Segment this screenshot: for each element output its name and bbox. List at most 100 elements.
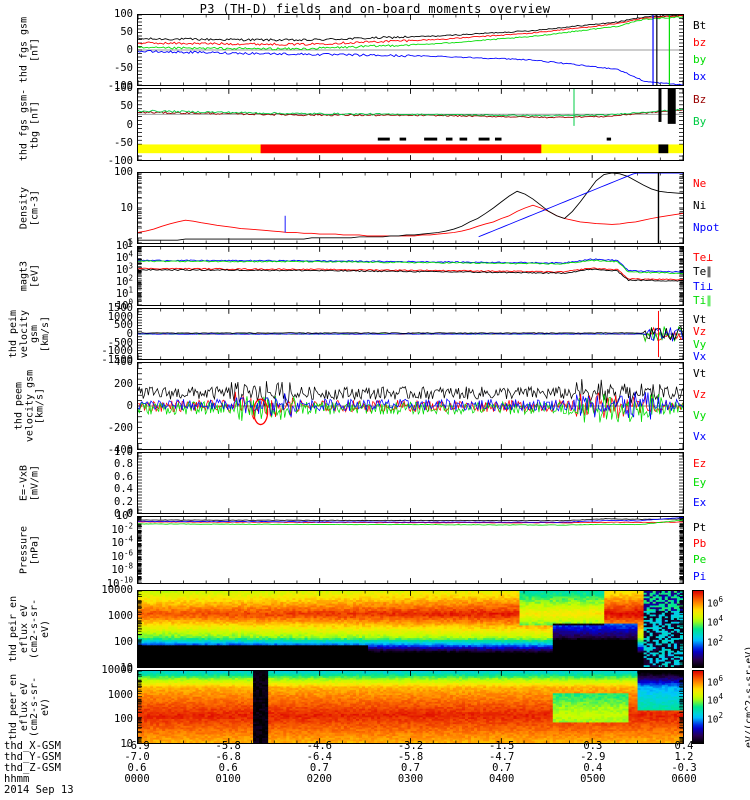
ytick-fgs-gsm-2: 0 (126, 44, 133, 56)
ytick-peem-velocity-0: 400 (114, 356, 133, 368)
ytick-peim-velocity-5: -1000 (101, 345, 133, 358)
legend-fgs-gsm-bx: bx (693, 70, 707, 84)
xtick-y-0600: 1.2 (674, 751, 694, 763)
xtick-x-0200: -4.6 (306, 740, 332, 752)
ytick-peir-eflux-3: 10 (120, 662, 133, 674)
ytick-pressure-1: 10-2 (111, 521, 133, 536)
panel-magt3 (137, 246, 684, 306)
xtick-x-0000: -6.9 (124, 740, 150, 752)
xtick-z-0500: 0.4 (583, 762, 603, 774)
ytick-magt3-2: 103 (115, 261, 133, 276)
legend-density-Ne: Ne (693, 177, 707, 190)
legend-efield-Ez: Ez (693, 457, 707, 470)
xaxis-rowlabel-thd_zgsm: thd_Z-GSM (4, 762, 61, 774)
ytick-fgs-gsm-tbg-2: 0 (126, 118, 133, 131)
legend-peim-velocity-Vt: Vt (693, 313, 707, 326)
xtick-x-0500: 0.3 (583, 740, 603, 752)
ytick-density-2: 1 (126, 238, 133, 250)
legend-magt3-Te: Te∥ (693, 265, 712, 279)
xtick-x-0100: -5.8 (215, 740, 241, 752)
ytick-fgs-gsm-0: 100 (114, 8, 133, 20)
panel-ylabel-peir-eflux: thd peir en eflux eV (cm2-s-sr-eV) (8, 595, 51, 663)
colorbar-peer (692, 670, 704, 744)
colorbar-tick-peer-1: 104 (707, 692, 723, 707)
xtick-z-0100: 0.6 (218, 762, 238, 774)
legend-peem-velocity-Vy: Vy (693, 408, 707, 422)
ytick-pressure-3: 10-6 (111, 548, 133, 563)
ytick-peem-velocity-1: 200 (114, 378, 133, 390)
ytick-peem-velocity-4: -400 (107, 444, 133, 456)
legend-fgs-gsm-tbg-By: By (693, 115, 707, 128)
xtick-z-0200: 0.7 (309, 762, 329, 774)
legend-fgs-gsm-Bt: Bt (693, 19, 707, 32)
ytick-pressure-0: 100 (115, 507, 133, 522)
ytick-pressure-5: 10-10 (106, 575, 133, 590)
xtick-time-0400: 0400 (489, 773, 515, 785)
legend-fgs-gsm-tbg-Bz: Bz (693, 93, 707, 106)
xtick-time-0500: 0500 (580, 773, 606, 785)
xtick-y-0400: -4.7 (489, 751, 515, 763)
ytick-peim-velocity-3: 0 (126, 328, 133, 340)
legend-fgs-gsm-by: by (693, 53, 707, 67)
ytick-magt3-3: 102 (115, 273, 133, 288)
ytick-magt3-0: 105 (115, 237, 133, 252)
legend-density-Npot: Npot (693, 221, 720, 234)
panel-peim-velocity (137, 308, 684, 360)
ytick-fgs-gsm-1: 50 (120, 26, 133, 38)
ytick-fgs-gsm-tbg-4: -100 (107, 155, 133, 167)
colorbar-tick-peir-1: 104 (707, 614, 723, 629)
xtick-z-0000: 0.6 (127, 762, 147, 774)
legend-magt3-Ti: Ti∥ (693, 293, 712, 307)
page-title: P3 (TH-D) fields and on-board moments ov… (199, 2, 551, 16)
xaxis-rowlabel-thd_xgsm: thd_X-GSM (4, 740, 61, 752)
legend-density-Ni: Ni (693, 199, 707, 212)
panel-density (137, 172, 684, 244)
legend-peim-velocity-Vx: Vx (693, 350, 707, 364)
ytick-fgs-gsm-tbg-3: -50 (114, 136, 133, 149)
legend-efield-Ey: Ey (693, 476, 707, 490)
ytick-peim-velocity-2: 500 (114, 319, 133, 332)
xtick-time-0200: 0200 (306, 773, 332, 785)
ytick-efield-1: 0.8 (114, 458, 133, 471)
ytick-fgs-gsm-tbg-0: 100 (114, 82, 133, 94)
colorbar-tick-peir-0: 106 (707, 594, 723, 609)
ytick-peer-eflux-0: 10000 (101, 664, 133, 676)
legend-pressure-Pb: Pb (693, 537, 707, 551)
ytick-peim-velocity-6: -1500 (101, 354, 133, 366)
ytick-peem-velocity-3: -200 (107, 422, 133, 434)
ytick-fgs-gsm-4: -100 (107, 80, 133, 92)
xtick-z-0600: -0.3 (671, 762, 697, 774)
ytick-efield-0: 1.0 (114, 446, 133, 458)
xtick-z-0400: 0.7 (492, 762, 512, 774)
panel-pressure (137, 516, 684, 584)
ytick-peem-velocity-2: 0 (126, 400, 133, 412)
panel-fgs-gsm-tbg (137, 88, 684, 161)
legend-peem-velocity-Vx: Vx (693, 429, 707, 443)
ytick-peim-velocity-0: 1500 (107, 302, 133, 314)
legend-peim-velocity-Vz: Vz (693, 325, 707, 339)
xtick-y-0000: -7.0 (124, 751, 150, 763)
panel-fgs-gsm (137, 14, 684, 86)
xtick-time-0300: 0300 (397, 773, 424, 785)
ytick-peer-eflux-2: 100 (114, 713, 133, 726)
xtick-y-0500: -2.9 (580, 751, 606, 763)
panel-ylabel-peer-eflux: thd peer en eflux eV (cm2-s-sr-eV) (8, 673, 51, 741)
ytick-magt3-5: 100 (115, 297, 133, 312)
xaxis-rowlabel-thd_ygsm: thd_Y-GSM (4, 751, 61, 763)
ytick-efield-3: 0.4 (114, 483, 133, 496)
colorbar-label: eV/(cm^2-s-sr-eV) (744, 645, 750, 748)
xtick-x-0400: -1.5 (489, 740, 515, 752)
xtick-y-0200: -6.4 (306, 751, 332, 763)
ytick-pressure-4: 10-8 (111, 561, 133, 577)
ytick-peir-eflux-2: 100 (114, 636, 133, 648)
ytick-peim-velocity-1: 1000 (107, 310, 133, 323)
ytick-peer-eflux-1: 1000 (107, 688, 133, 701)
panel-peer-eflux (137, 670, 684, 744)
ytick-magt3-1: 104 (115, 249, 133, 264)
legend-magt3-Ti: Ti⊥ (693, 279, 713, 293)
ytick-efield-5: 0.0 (114, 508, 133, 520)
legend-efield-Ex: Ex (693, 495, 707, 509)
ytick-peir-eflux-0: 10000 (101, 584, 133, 596)
ytick-efield-4: 0.2 (114, 495, 133, 508)
legend-fgs-gsm-bz: bz (693, 36, 707, 50)
